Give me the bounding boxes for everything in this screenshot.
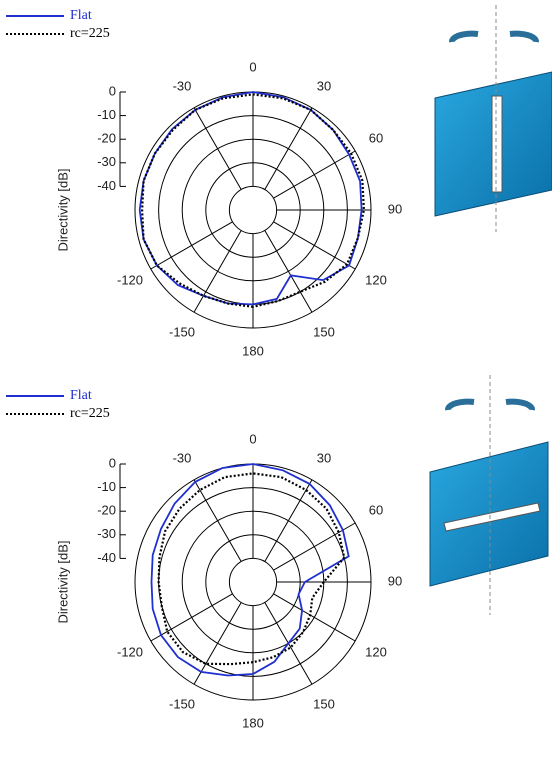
spoke [265, 108, 312, 190]
theta-tick-label: 60 [369, 502, 383, 517]
theta-tick-label: 180 [242, 343, 264, 358]
theta-tick-label: 150 [313, 696, 335, 711]
spoke [194, 108, 241, 190]
illustration-horizontal-slot [430, 375, 548, 615]
series-line [159, 473, 345, 664]
theta-tick-label: 90 [388, 573, 402, 588]
figure: 0 30 60 90 120 150 180 -150 -120 -30 -40 -30 -20 -10 0… [0, 0, 552, 764]
r-tick-label: -20 [97, 503, 116, 518]
rotation-arrow [452, 34, 478, 42]
rotation-arrow [510, 34, 536, 42]
r-tick-label: -40 [97, 550, 116, 565]
slot [492, 96, 502, 192]
theta-tick-label: 30 [317, 450, 331, 465]
theta-tick-label: 60 [369, 130, 383, 145]
theta-tick-label: -120 [117, 644, 143, 659]
r-tick-label: -40 [97, 178, 116, 193]
spoke [194, 480, 241, 562]
rotation-arrow [448, 402, 474, 410]
illustration-vertical-slot [435, 5, 552, 232]
r-tick-label: -30 [97, 154, 116, 169]
page: {"chart_data": [ {"type": "polar", "ylab… [0, 0, 552, 764]
theta-tick-label: 90 [388, 201, 402, 216]
spoke [265, 480, 312, 562]
r-tick-label: -30 [97, 526, 116, 541]
rotation-arrow [506, 402, 532, 410]
r-tick-label: -10 [97, 107, 116, 122]
legend-label: Flat [70, 8, 92, 23]
theta-tick-label: 180 [242, 715, 264, 730]
theta-tick-label: 0 [249, 59, 256, 74]
spoke [273, 222, 355, 269]
legend-label: rc=225 [70, 406, 110, 421]
legend-label: Flat [70, 388, 92, 403]
theta-tick-label: 30 [317, 78, 331, 93]
spoke [273, 594, 355, 641]
r-tick-label: -20 [97, 131, 116, 146]
spoke [151, 222, 233, 269]
theta-tick-label: -150 [169, 696, 195, 711]
theta-tick-label: -150 [169, 324, 195, 339]
theta-tick-label: 120 [365, 644, 387, 659]
r-axis-label: Directivity [dB] [55, 168, 70, 251]
polar-chart: 0 30 60 90 120 150 180 -150 -120 -30 -40 -30 -20 -10 0… [6, 8, 402, 358]
theta-tick-label: 120 [365, 272, 387, 287]
spoke [273, 151, 355, 198]
r-tick-label: 0 [109, 83, 116, 98]
theta-tick-label: 150 [313, 324, 335, 339]
polar-chart: 0 30 60 90 120 150 180 -150 -120 -30 -40 -30 -20 -10 0… [6, 388, 402, 730]
r-axis-label: Directivity [dB] [55, 540, 70, 623]
grid-ring [229, 558, 276, 605]
theta-tick-label: -120 [117, 272, 143, 287]
r-tick-label: 0 [109, 455, 116, 470]
theta-tick-label: -30 [173, 78, 192, 93]
r-tick-label: -10 [97, 479, 116, 494]
grid-ring [229, 186, 276, 233]
theta-tick-label: -30 [173, 450, 192, 465]
theta-tick-label: 0 [249, 431, 256, 446]
legend-label: rc=225 [70, 26, 110, 41]
